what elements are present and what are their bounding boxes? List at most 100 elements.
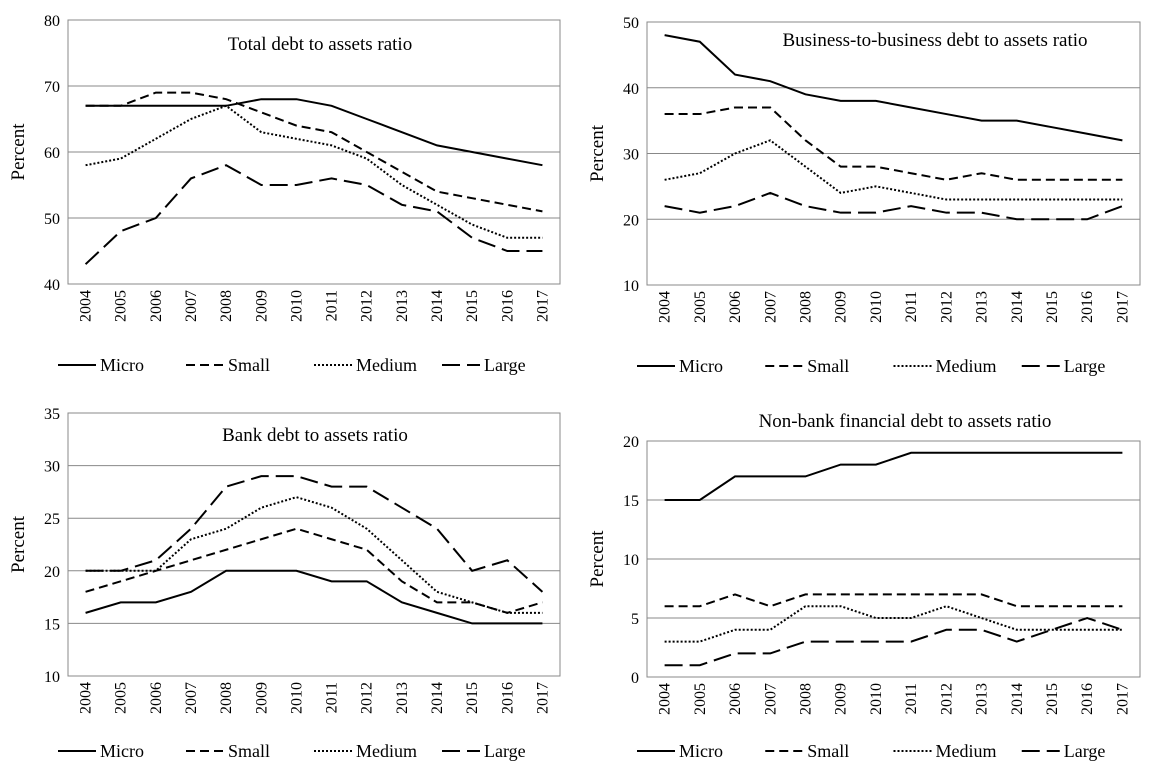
x-tick-label: 2011 bbox=[324, 682, 341, 713]
x-tick-label: 2005 bbox=[113, 682, 130, 714]
y-tick-label: 10 bbox=[623, 278, 639, 295]
chart-title: Non-bank financial debt to assets ratio bbox=[759, 411, 1052, 432]
x-tick-label: 2004 bbox=[657, 683, 674, 715]
y-tick-label: 30 bbox=[44, 459, 60, 476]
x-tick-label: 2006 bbox=[148, 682, 165, 714]
x-tick-label: 2004 bbox=[78, 290, 95, 322]
legend-label: Micro bbox=[679, 356, 723, 376]
legend-label: Large bbox=[484, 355, 526, 375]
y-tick-label: 5 bbox=[631, 611, 639, 628]
legend-label: Medium bbox=[356, 355, 417, 375]
x-tick-label: 2006 bbox=[727, 683, 744, 715]
panel: 40 50 60 70 80 Percent 2004 2005 2006 2007 2008 200… bbox=[8, 13, 561, 375]
legend-label: Large bbox=[1064, 741, 1106, 761]
x-tick-label: 2013 bbox=[974, 683, 991, 715]
x-tick-label: 2015 bbox=[464, 290, 481, 322]
x-tick-label: 2016 bbox=[1079, 291, 1096, 323]
series-line bbox=[664, 34, 1123, 142]
y-tick-label: 80 bbox=[44, 13, 60, 30]
x-tick-label: 2005 bbox=[692, 683, 709, 715]
x-tick-label: 2014 bbox=[1009, 291, 1026, 323]
x-tick-label: 2009 bbox=[833, 291, 850, 323]
y-tick-label: 15 bbox=[44, 616, 60, 633]
legend-label: Small bbox=[228, 741, 270, 761]
series-line bbox=[85, 496, 543, 614]
series-line bbox=[85, 569, 543, 625]
x-tick-label: 2014 bbox=[429, 682, 446, 714]
x-tick-label: 2012 bbox=[938, 683, 955, 715]
y-axis-label: Percent bbox=[8, 123, 29, 181]
x-tick-label: 2006 bbox=[727, 291, 744, 323]
x-tick-label: 2004 bbox=[78, 682, 95, 714]
y-axis-label: Percent bbox=[8, 515, 29, 573]
x-tick-label: 2017 bbox=[534, 682, 551, 714]
x-tick-label: 2011 bbox=[903, 291, 920, 322]
x-tick-label: 2011 bbox=[903, 683, 920, 714]
series-line bbox=[85, 475, 544, 593]
y-axis-label: Percent bbox=[587, 530, 608, 588]
x-tick-label: 2008 bbox=[218, 290, 235, 322]
legend-label: Small bbox=[807, 741, 849, 761]
series-line bbox=[85, 98, 543, 167]
y-tick-label: 35 bbox=[44, 406, 60, 423]
x-tick-label: 2011 bbox=[324, 290, 341, 321]
legend-label: Medium bbox=[936, 356, 997, 376]
x-tick-label: 2009 bbox=[253, 290, 270, 322]
x-tick-label: 2008 bbox=[797, 683, 814, 715]
legend-label: Medium bbox=[936, 741, 997, 761]
x-tick-label: 2004 bbox=[657, 291, 674, 323]
y-tick-label: 50 bbox=[44, 211, 60, 228]
x-tick-label: 2009 bbox=[833, 683, 850, 715]
y-tick-label: 30 bbox=[623, 147, 639, 164]
legend-label: Small bbox=[228, 355, 270, 375]
x-tick-label: 2015 bbox=[1044, 683, 1061, 715]
chart-title: Business-to-business debt to assets rati… bbox=[782, 30, 1087, 51]
x-tick-label: 2010 bbox=[288, 682, 305, 714]
y-tick-label: 10 bbox=[623, 552, 639, 569]
series-line bbox=[664, 106, 1123, 181]
x-tick-label: 2005 bbox=[692, 291, 709, 323]
legend-label: Large bbox=[484, 741, 526, 761]
x-tick-label: 2007 bbox=[762, 291, 779, 323]
legend-label: Micro bbox=[100, 355, 144, 375]
legend-label: Large bbox=[1064, 356, 1106, 376]
series-line bbox=[664, 139, 1123, 201]
x-tick-label: 2016 bbox=[499, 682, 516, 714]
x-tick-label: 2007 bbox=[183, 682, 200, 714]
x-tick-label: 2005 bbox=[113, 290, 130, 322]
y-tick-label: 50 bbox=[623, 15, 639, 32]
panel: 10 20 30 40 50 Percent 2004 2005 2006 2007 2008 200… bbox=[587, 15, 1141, 376]
y-tick-label: 15 bbox=[623, 493, 639, 510]
chart-title: Total debt to assets ratio bbox=[228, 34, 412, 55]
x-tick-label: 2006 bbox=[148, 290, 165, 322]
plot-frame bbox=[67, 412, 561, 677]
x-tick-label: 2010 bbox=[868, 291, 885, 323]
x-tick-label: 2017 bbox=[534, 290, 551, 322]
x-tick-label: 2010 bbox=[868, 683, 885, 715]
legend-label: Micro bbox=[100, 741, 144, 761]
y-tick-label: 25 bbox=[44, 511, 60, 528]
y-tick-label: 0 bbox=[631, 670, 639, 687]
legend-label: Medium bbox=[356, 741, 417, 761]
series-line bbox=[85, 527, 543, 614]
panel: 0 5 10 15 20 Percent 2004 2005 2006 2007 2008 2009 2… bbox=[587, 411, 1141, 761]
series-line bbox=[664, 616, 1123, 667]
x-tick-label: 2012 bbox=[938, 291, 955, 323]
legend-label: Small bbox=[807, 356, 849, 376]
y-tick-label: 40 bbox=[623, 81, 639, 98]
series-line bbox=[84, 164, 543, 265]
y-axis-label: Percent bbox=[587, 124, 608, 182]
x-tick-label: 2010 bbox=[288, 290, 305, 322]
series-line bbox=[664, 605, 1123, 643]
x-tick-label: 2016 bbox=[499, 290, 516, 322]
x-tick-label: 2016 bbox=[1079, 683, 1096, 715]
x-tick-label: 2014 bbox=[429, 290, 446, 322]
y-tick-label: 10 bbox=[44, 669, 60, 686]
x-tick-label: 2012 bbox=[359, 682, 376, 714]
x-tick-label: 2007 bbox=[762, 683, 779, 715]
x-tick-label: 2017 bbox=[1114, 291, 1131, 323]
x-tick-label: 2007 bbox=[183, 290, 200, 322]
chart-title: Bank debt to assets ratio bbox=[222, 425, 408, 446]
